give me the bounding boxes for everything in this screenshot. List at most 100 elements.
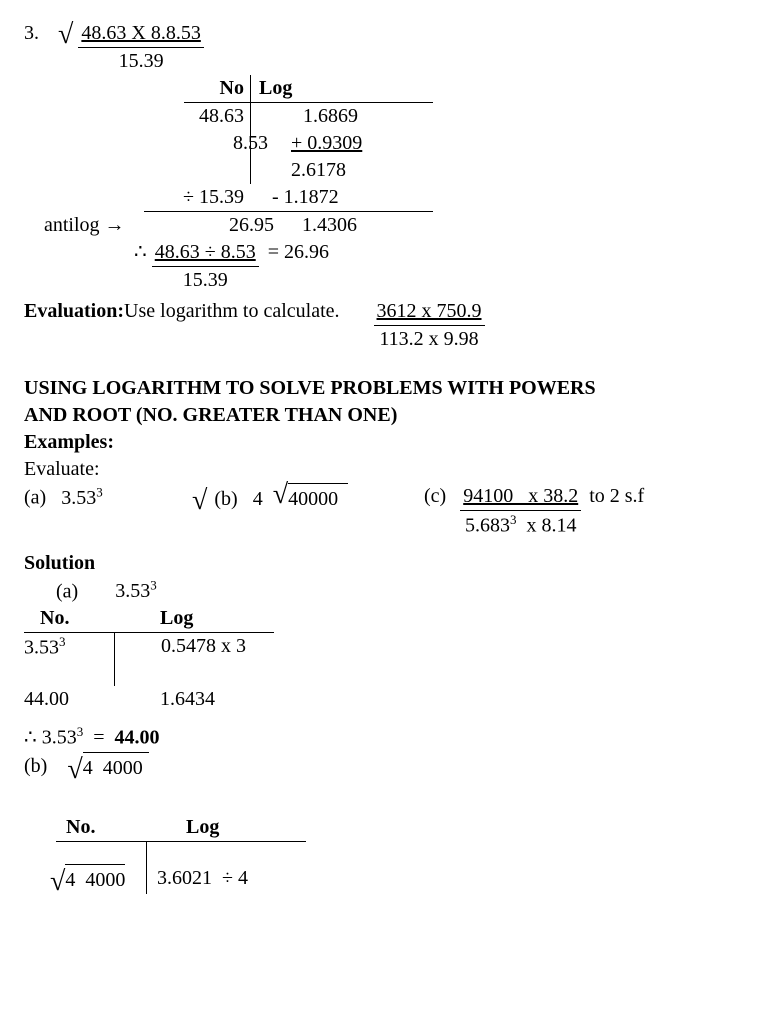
problem-number: 3. — [24, 20, 58, 47]
part-b: √ (b) 4 √40000 — [194, 483, 424, 513]
header-no: No. — [24, 605, 110, 632]
fraction-numerator: 3612 x 750.9 — [374, 298, 485, 326]
conclusion-equals: = 26.96 — [268, 241, 329, 263]
cell-log: 2.6178 — [250, 157, 421, 184]
cell-empty — [24, 662, 115, 686]
base: 3.53 — [115, 580, 150, 602]
part-c-fraction: 94100 x 38.2 5.6833 x 8.14 — [460, 483, 581, 540]
solution-a-conclusion: ∴ 3.533 = 44.00 — [24, 723, 744, 752]
radicand: 4000 — [103, 757, 143, 779]
evaluation-line: Evaluation: Use logarithm to calculate. … — [24, 298, 744, 353]
cell-no: 44.00 — [24, 686, 114, 713]
concl-eq: = — [88, 727, 109, 749]
table-row-spacer — [56, 842, 744, 864]
exponent: 3 — [77, 724, 84, 739]
fraction-denominator: 5.6833 x 8.14 — [462, 511, 580, 540]
table-row: 3.533 0.5478 x 3 — [24, 633, 744, 662]
antilog-label: antilog → — [44, 212, 154, 239]
table-row: 8.53 + 0.9309 — [184, 130, 433, 157]
cell-log: 1.6869 — [250, 103, 433, 130]
part-c-label: (c) — [424, 483, 446, 510]
cell-log: - 1.1872 — [250, 184, 402, 211]
table-row-spacer — [24, 662, 744, 686]
solution-label: Solution — [24, 550, 744, 577]
problem-3-fraction: 48.63 X 8.8.53 15.39 — [78, 20, 203, 75]
header-log: Log — [146, 814, 219, 841]
exponent: 3 — [96, 484, 103, 499]
table-row: 2.6178 — [184, 157, 433, 184]
fraction-denominator: 15.39 — [116, 48, 167, 75]
fraction-denominator: 113.2 x 9.98 — [376, 326, 481, 353]
tail: x 8.14 — [516, 515, 576, 537]
problem-3: 3. √ 48.63 X 8.8.53 15.39 — [24, 20, 744, 75]
cell-no: √ 4 4000 — [56, 864, 147, 894]
index: 4 — [65, 869, 75, 891]
part-a-label: (a) — [24, 487, 46, 509]
solution-a-header: (a) 3.533 — [56, 577, 744, 606]
evaluation-text: Use logarithm to calculate. — [124, 298, 339, 325]
concl-base: 3.53 — [42, 727, 77, 749]
base: 3.53 — [24, 637, 59, 659]
table-row: √ 4 4000 3.6021 ÷ 4 — [56, 864, 744, 894]
therefore-prefix: ∴ — [24, 727, 42, 749]
base: 3.53 — [61, 487, 96, 509]
section-heading-line-2: AND ROOT (NO. GREATER THAN ONE) — [24, 402, 744, 429]
section-heading-line-1: USING LOGARITHM TO SOLVE PROBLEMS WITH P… — [24, 375, 744, 402]
table-header: No Log — [184, 75, 433, 103]
cell-no: 48.63 — [184, 103, 250, 130]
cell-log: 1.4306 — [280, 212, 432, 239]
no-log-table: No Log 48.63 1.6869 8.53 + 0.9309 2.6178… — [184, 75, 433, 239]
part-b-label: (b) — [214, 488, 237, 510]
problem-3-table-wrap: No Log 48.63 1.6869 8.53 + 0.9309 2.6178… — [184, 75, 744, 239]
sol-a-expr: 3.533 — [115, 580, 157, 602]
sqrt-content: 4 4000 — [83, 752, 149, 782]
fraction-denominator: 15.39 — [180, 267, 231, 294]
part-b-radicand: 40000 — [288, 483, 348, 513]
radical-icon: √ — [58, 28, 73, 42]
part-c: (c) 94100 x 38.2 5.6833 x 8.14 to 2 s.f — [424, 483, 644, 540]
sol-b-expr: √ 4 4000 — [67, 752, 148, 782]
exponent: 3 — [59, 634, 66, 649]
table-body: 48.63 1.6869 8.53 + 0.9309 2.6178 ÷ 15.3… — [184, 103, 433, 239]
example-parts-row: (a) 3.533 √ (b) 4 √40000 (c) 94100 x 38.… — [24, 483, 744, 540]
radical-icon: √ — [50, 875, 65, 889]
solution-b-header: (b) √ 4 4000 — [24, 752, 744, 782]
table-row: 44.00 1.6434 — [24, 686, 744, 713]
cell-log: 3.6021 ÷ 4 — [147, 865, 248, 892]
header-log: Log — [110, 605, 193, 632]
table-row: ÷ 15.39 - 1.1872 — [144, 184, 433, 212]
base: 5.683 — [465, 515, 510, 537]
cell-no: 8.53 — [208, 130, 274, 157]
sqrt-content: 4 4000 — [65, 864, 125, 894]
sol-b-label: (b) — [24, 753, 47, 780]
evaluation-fraction: 3612 x 750.9 113.2 x 9.98 — [374, 298, 485, 353]
conclusion-fraction: 48.63 ÷ 8.53 15.39 — [152, 239, 259, 294]
header-no: No. — [56, 814, 146, 841]
table-row: 48.63 1.6869 — [184, 103, 433, 130]
problem-3-conclusion: ∴ 48.63 ÷ 8.53 15.39 = 26.96 — [134, 239, 744, 294]
table-header: No. Log — [56, 814, 306, 842]
part-a-expr: 3.533 — [61, 487, 103, 509]
radicand: 4000 — [85, 869, 125, 891]
evaluate-label: Evaluate: — [24, 456, 744, 483]
part-c-suffix: to 2 s.f — [589, 483, 644, 510]
part-a: (a) 3.533 — [24, 483, 194, 512]
cell-empty — [56, 842, 147, 864]
exponent: 3 — [150, 578, 157, 593]
part-b-index: 4 — [253, 488, 263, 510]
examples-label: Examples: — [24, 429, 744, 456]
cell-log-text: + 0.9309 — [291, 130, 362, 157]
cell-no: ÷ 15.39 — [144, 184, 250, 211]
problem-3-expression: √ 48.63 X 8.8.53 15.39 — [58, 20, 204, 75]
fraction-numerator: 48.63 X 8.8.53 — [78, 20, 203, 48]
index: 4 — [83, 757, 93, 779]
radical-icon: √ — [273, 488, 288, 502]
table-header: No. Log — [24, 605, 274, 633]
evaluation-label: Evaluation: — [24, 298, 124, 325]
radical-icon: √ — [67, 763, 82, 777]
therefore-symbol: ∴ — [134, 241, 147, 263]
header-no: No — [184, 75, 250, 102]
cell-log: 0.5478 x 3 — [115, 633, 246, 660]
radical-icon: √ — [192, 494, 207, 508]
fraction-numerator: 94100 x 38.2 — [460, 483, 581, 511]
